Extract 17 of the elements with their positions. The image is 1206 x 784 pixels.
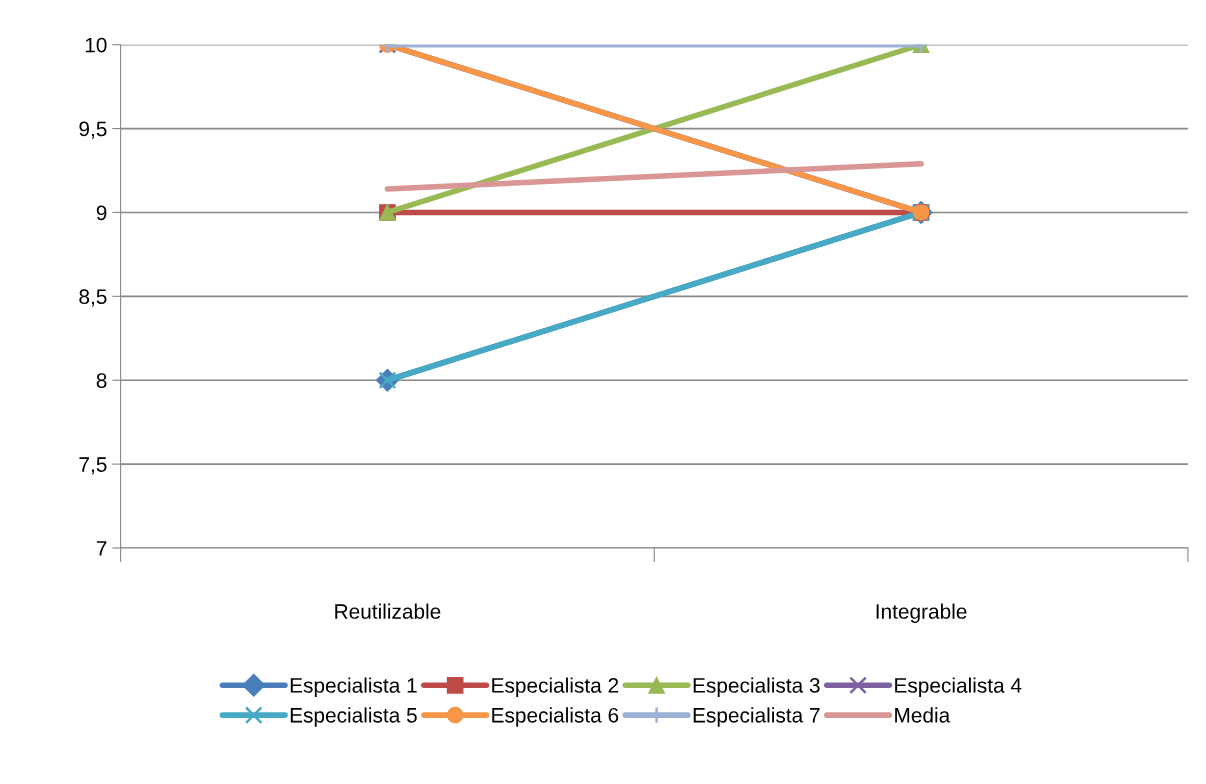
legend-label: Especialista 7 (693, 707, 820, 727)
legend-label: Especialista 4 (895, 677, 1022, 697)
legend-label: Especialista 3 (693, 677, 820, 697)
y-tick-label: 7,5 (79, 457, 107, 475)
x-tick-label: Integrable (876, 603, 967, 623)
x-tick-label: Reutilizable (335, 603, 441, 619)
legend-label: Especialista 1 (290, 677, 417, 697)
legend-label: Especialista 2 (492, 677, 619, 697)
y-tick-label: 9 (96, 205, 107, 221)
y-tick-label: 9,5 (79, 121, 107, 139)
y-tick-label: 7 (96, 541, 107, 556)
legend-label: Especialista 6 (492, 707, 619, 727)
y-tick-label: 8 (96, 373, 107, 388)
legend-label: Media (895, 707, 951, 723)
y-tick-label: 10 (85, 37, 107, 53)
y-tick-label: 8,5 (79, 289, 107, 307)
legend-label: Especialista 5 (290, 707, 417, 727)
